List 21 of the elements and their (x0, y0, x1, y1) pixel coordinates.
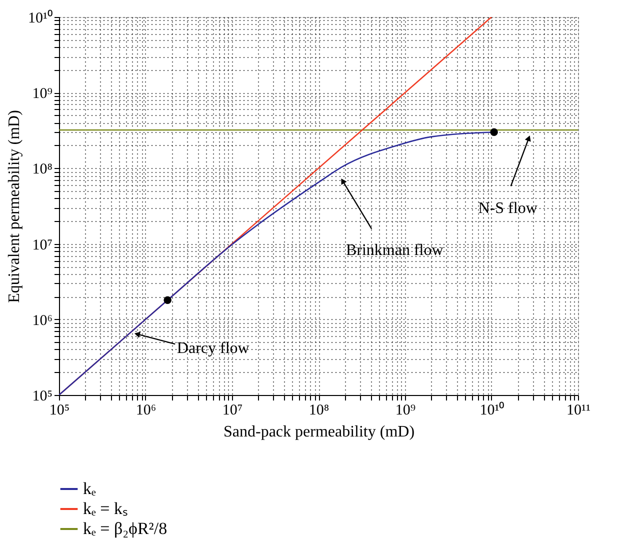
x-tick-label: 10⁵ (49, 402, 70, 418)
x-axis-title: Sand-pack permeability (mD) (223, 424, 415, 440)
y-tick-label: 10⁵ (32, 388, 52, 404)
y-tick-label: 10⁹ (32, 86, 52, 102)
x-tick-label: 10⁶ (136, 402, 156, 418)
x-tick-label: 10⁸ (308, 402, 330, 418)
x-tick-label: 10¹⁰ (480, 402, 504, 418)
annotation: Brinkman flow (346, 242, 444, 259)
x-tick-label: 10⁷ (222, 402, 243, 418)
y-tick-label: 10⁸ (32, 162, 52, 178)
x-tick-label: 10⁹ (395, 402, 416, 418)
legend-label: kₑ = β₂ϕR²/8 (83, 519, 168, 538)
legend-label: kₑ = kₛ (83, 499, 128, 518)
y-tick-label: 10⁶ (32, 312, 52, 329)
y-tick-label: 10⁷ (32, 237, 52, 254)
y-tick-label: 10¹⁰ (28, 10, 52, 26)
x-tick-label: 10¹¹ (566, 402, 590, 418)
y-axis-title: Equivalent permeability (mD) (6, 110, 24, 303)
annotation: Darcy flow (176, 340, 250, 358)
legend-label: kₑ (83, 479, 96, 498)
annotation: N-S flow (478, 200, 538, 218)
